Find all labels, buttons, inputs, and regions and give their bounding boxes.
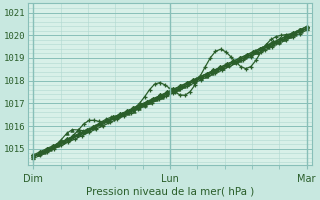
X-axis label: Pression niveau de la mer( hPa ): Pression niveau de la mer( hPa ): [86, 187, 254, 197]
